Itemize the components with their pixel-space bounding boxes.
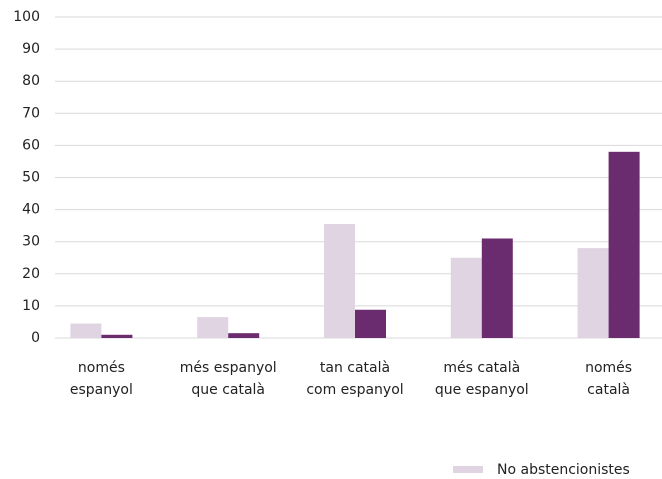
y-tick-label: 90 xyxy=(22,41,40,57)
x-tick-label: només xyxy=(78,360,125,376)
x-tick-label: espanyol xyxy=(70,382,133,398)
y-tick-label: 50 xyxy=(22,170,40,186)
y-tick-label: 20 xyxy=(22,266,40,282)
x-tick-label: només xyxy=(585,360,632,376)
bar xyxy=(101,334,133,338)
y-tick-label: 10 xyxy=(22,298,40,314)
x-tick-label: més espanyol xyxy=(180,360,277,376)
bar xyxy=(324,224,355,338)
x-tick-label: tan català xyxy=(320,360,390,376)
bar xyxy=(228,333,260,338)
y-tick-label: 70 xyxy=(22,105,40,121)
x-tick-label: com espanyol xyxy=(306,382,403,398)
y-tick-label: 60 xyxy=(22,137,40,153)
y-tick-label: 40 xyxy=(22,202,40,218)
x-tick-label: que català xyxy=(191,382,265,398)
x-tick-label: català xyxy=(587,382,630,398)
bar xyxy=(450,257,482,338)
bar xyxy=(577,248,609,338)
y-tick-label: 100 xyxy=(13,9,40,25)
bar xyxy=(608,151,640,338)
y-tick-label: 0 xyxy=(31,330,40,346)
x-tick-label: més català xyxy=(443,360,520,376)
bar xyxy=(70,323,102,338)
legend-label: No abstencionistes xyxy=(497,462,630,478)
legend-swatch xyxy=(453,466,483,473)
bar xyxy=(197,317,229,338)
x-tick-label: que espanyol xyxy=(435,382,529,398)
y-tick-label: 80 xyxy=(22,73,40,89)
bar xyxy=(481,238,513,338)
y-tick-label: 30 xyxy=(22,234,40,250)
bar xyxy=(355,309,386,338)
